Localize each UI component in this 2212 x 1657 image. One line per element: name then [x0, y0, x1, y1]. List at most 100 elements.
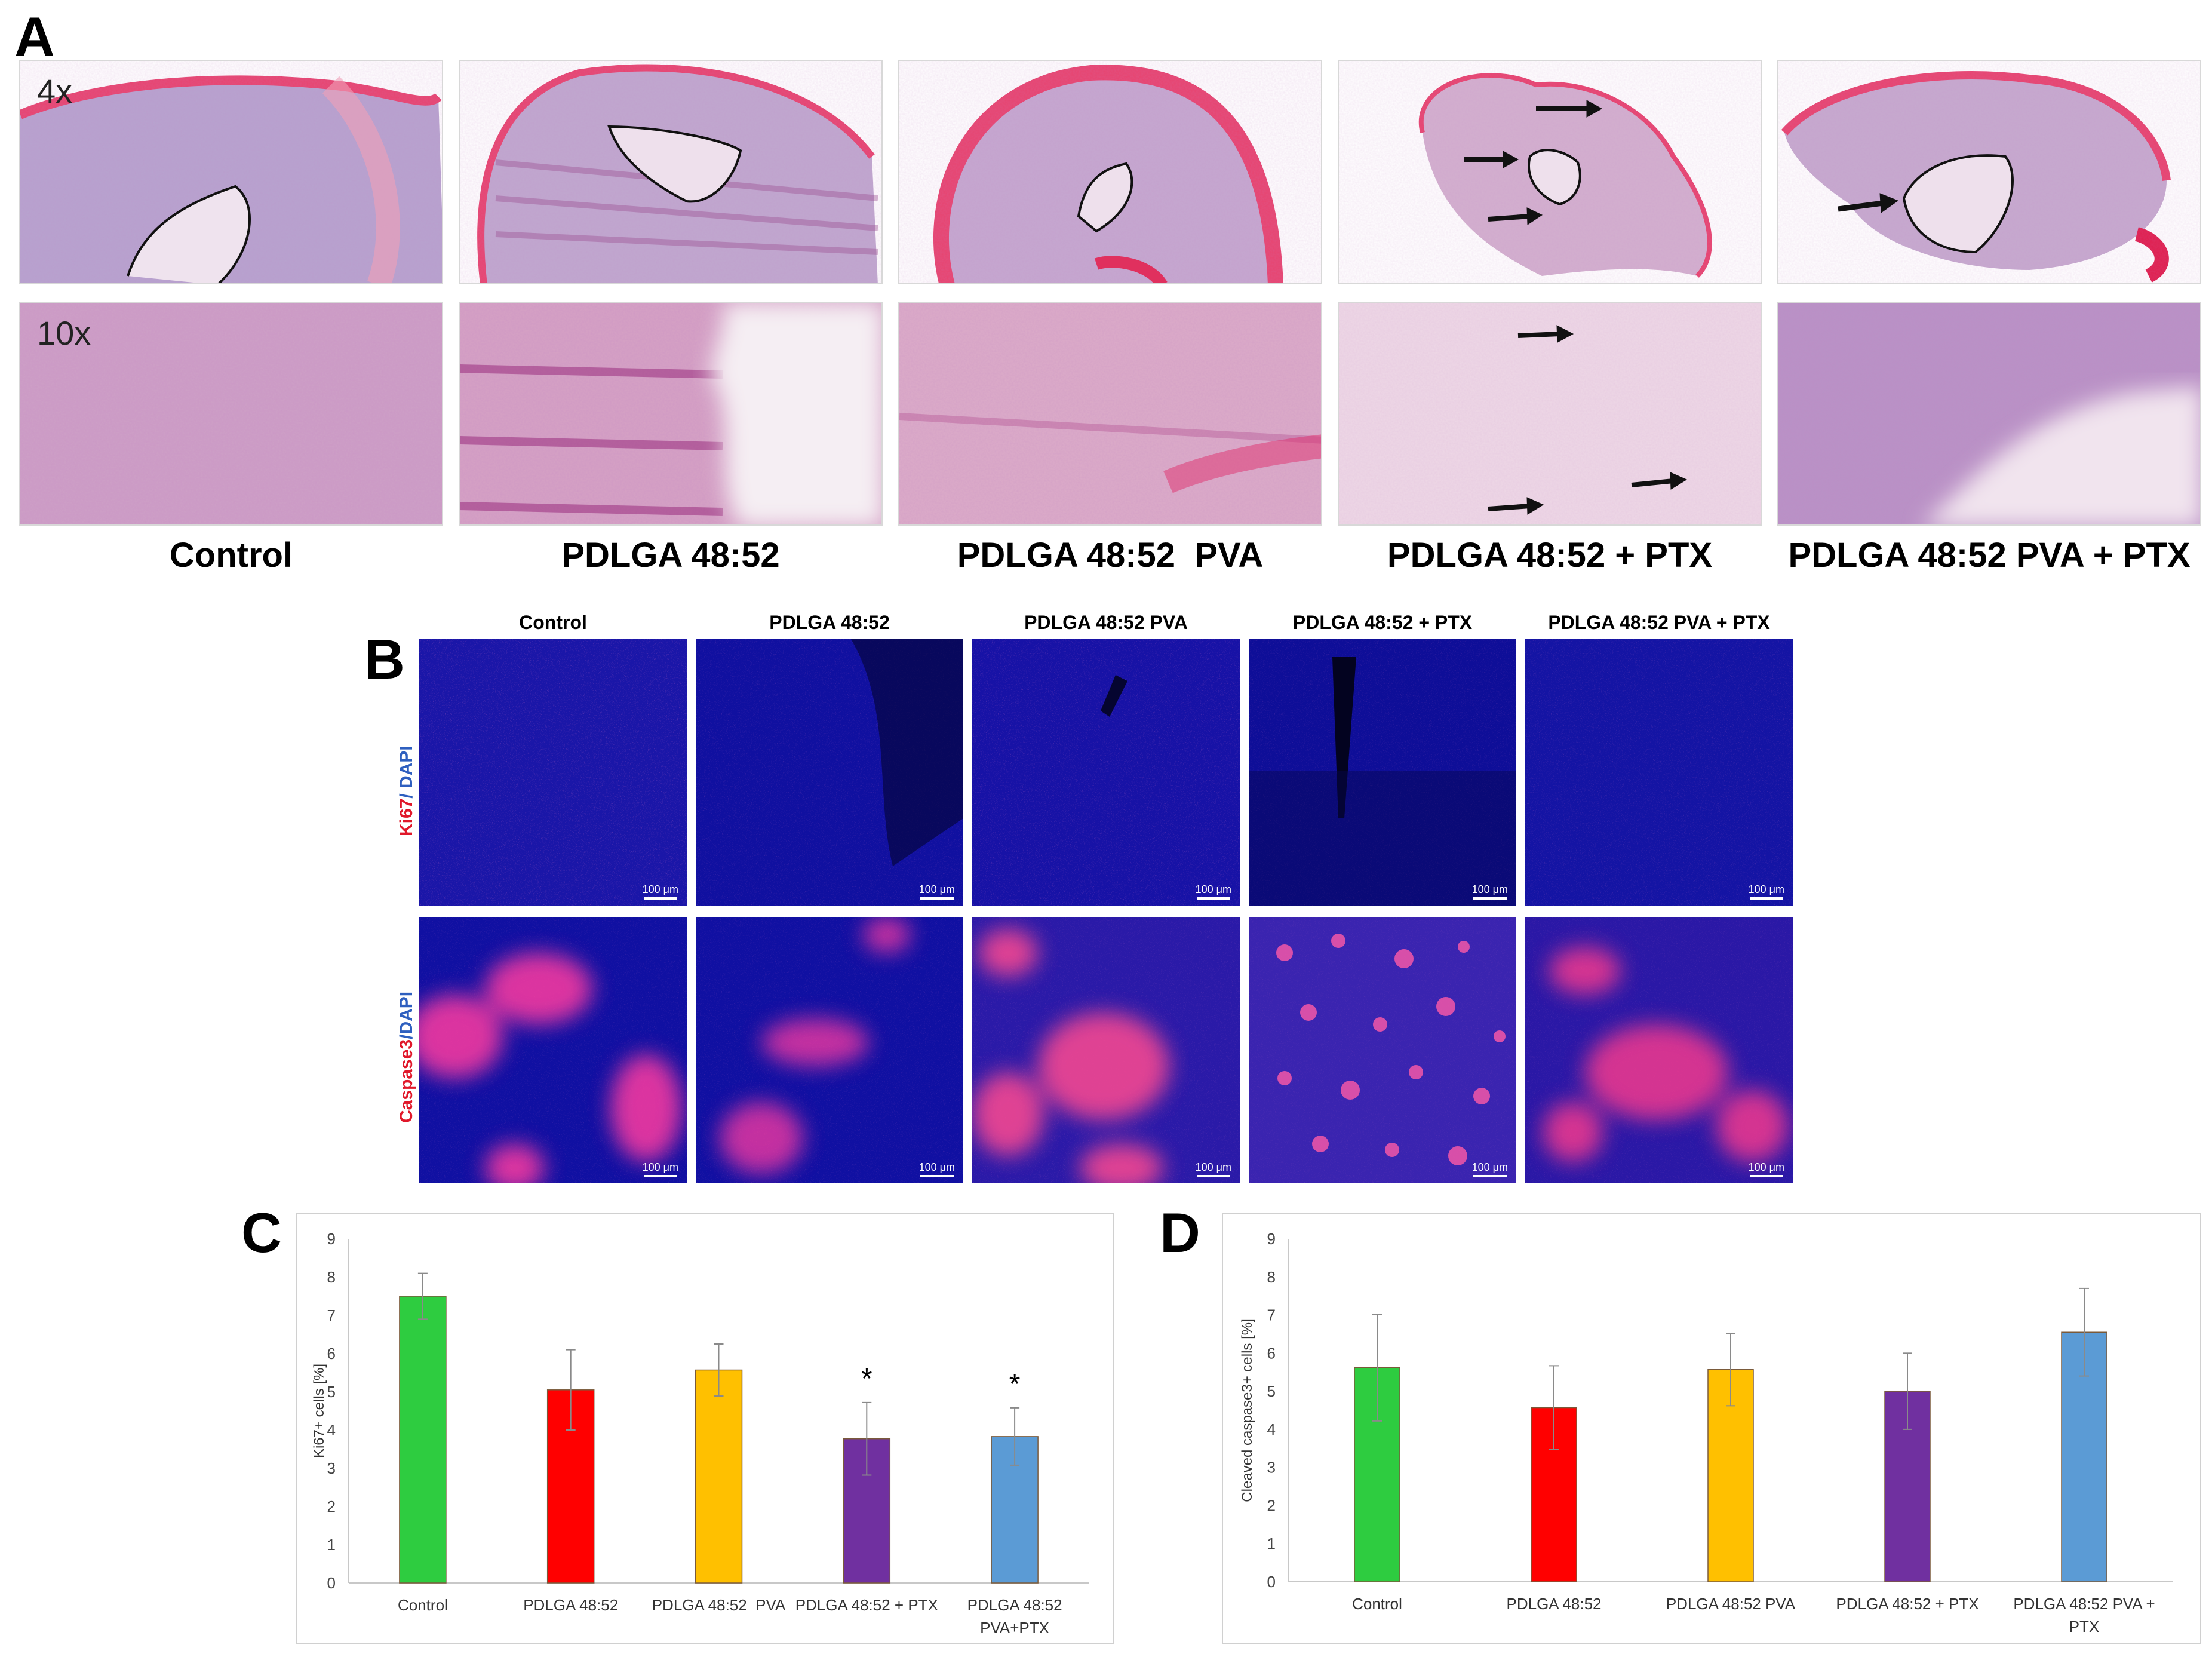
scale-bar-line	[643, 1175, 677, 1177]
he-4x-pdlga	[459, 60, 883, 284]
scale-bar-line	[1196, 1175, 1230, 1177]
x-tick-label: Control	[1352, 1595, 1402, 1613]
y-tick-label: 2	[327, 1498, 336, 1515]
column-label: PDLGA 48:52 PVA + PTX	[1548, 612, 1770, 633]
scale-label: 100 μm	[1195, 883, 1231, 895]
y-axis-label: Cleaved caspase3+ cells [%]	[1239, 1318, 1255, 1502]
x-tick-label: PDLGA 48:52	[967, 1596, 1062, 1614]
ki67-bar-chart: 0 1 2 3 4 5 6 7 8 9 Ki67+ cells [%] Control PDLGA 48…	[311, 1230, 1089, 1637]
scale-bar: 100 μm	[1749, 1161, 1784, 1177]
column-label: Control	[169, 536, 293, 575]
he-10x-pdlga-ptx	[1338, 302, 1762, 526]
tissue-section-image	[899, 303, 1321, 524]
tissue-section-image	[899, 61, 1321, 283]
chart-d-frame: 0 1 2 3 4 5 6 7 8 9 Cleaved caspase3+ cells [%] Con…	[1222, 1213, 2201, 1644]
tissue-section-image	[1339, 61, 1761, 283]
y-axis-label: Ki67+ cells [%]	[311, 1364, 327, 1458]
he-10x-pdlga-pva-ptx	[1777, 302, 2201, 526]
y-tick-label: 4	[327, 1421, 336, 1439]
caspase3-image-pdlga-pva: 100 μm	[972, 917, 1240, 1183]
scale-bar: 100 μm	[1196, 883, 1231, 900]
significance-marker: *	[1009, 1368, 1021, 1400]
x-tick-label: PDLGA 48:52 PVA	[652, 1596, 786, 1614]
bar	[695, 1369, 743, 1584]
ki67-image-pdlga: 100 μm	[696, 639, 963, 906]
scale-bar: 100 μm	[643, 883, 678, 900]
fluorescence-image	[972, 639, 1240, 906]
x-tick-label: PDLGA 48:52	[523, 1596, 618, 1614]
y-tick-label: 2	[1267, 1496, 1276, 1514]
fluorescence-image	[972, 917, 1240, 1183]
he-4x-pdlga-pva-ptx	[1777, 60, 2201, 284]
scale-label: 100 μm	[1471, 1161, 1508, 1173]
y-tick-label: 7	[1267, 1306, 1276, 1324]
ki67-image-pdlga-ptx: 100 μm	[1249, 639, 1516, 906]
he-4x-pdlga-pva	[898, 60, 1322, 284]
ki67-image-pdlga-pva-ptx: 100 μm	[1525, 639, 1793, 906]
caspase3-image-control: 100 μm	[419, 917, 687, 1183]
y-tick-label: 9	[327, 1230, 336, 1248]
fluorescence-image	[1525, 917, 1793, 1183]
tissue-section-image	[460, 61, 881, 283]
scale-label: 100 μm	[918, 883, 955, 895]
caspase3-image-pdlga: 100 μm	[696, 917, 963, 1183]
y-tick-label: 8	[327, 1268, 336, 1286]
tissue-section-image	[20, 61, 442, 283]
fluorescence-image	[1525, 639, 1793, 906]
scale-bar-line	[920, 897, 954, 900]
scale-bar: 100 μm	[1472, 1161, 1508, 1177]
y-tick-label: 5	[327, 1383, 336, 1401]
he-4x-pdlga-ptx	[1338, 60, 1762, 284]
x-tick-label: PDLGA 48:52	[1507, 1595, 1602, 1613]
ki67-image-pdlga-pva: 100 μm	[972, 639, 1240, 906]
scale-bar-line	[1196, 897, 1230, 900]
column-label: PDLGA 48:52 + PTX	[1387, 536, 1713, 575]
fluorescence-image	[1249, 639, 1516, 906]
y-tick-label: 5	[1267, 1382, 1276, 1400]
y-tick-label: 1	[1267, 1535, 1276, 1552]
tissue-section-image	[460, 303, 881, 524]
row-label-blue: / DAPI	[397, 745, 416, 799]
tissue-section-image	[1778, 61, 2200, 283]
column-label: Control	[519, 612, 587, 633]
x-tick-label: PDLGA 48:52 PVA	[1666, 1595, 1796, 1613]
scale-bar-line	[1473, 1175, 1507, 1177]
x-tick-label: Control	[398, 1596, 448, 1614]
row-label-caspase3: Caspase3/DAPI	[397, 992, 417, 1123]
scale-label: 100 μm	[642, 883, 678, 895]
column-label: PDLGA 48:52 + PTX	[1292, 612, 1473, 633]
y-tick-label: 9	[1267, 1230, 1276, 1248]
scale-label: 100 μm	[1748, 883, 1784, 895]
scale-bar-line	[1473, 897, 1507, 900]
fluorescence-image	[419, 639, 687, 906]
row-label-ki67: Ki67/ DAPI	[397, 745, 417, 836]
panel-letter-d: D	[1160, 1201, 1200, 1264]
fluorescence-image	[1249, 917, 1516, 1183]
scale-bar: 100 μm	[643, 1161, 678, 1177]
scale-bar: 100 μm	[1472, 883, 1508, 900]
magnification-label: 4x	[37, 72, 73, 110]
scale-bar-line	[643, 897, 677, 900]
column-label: PDLGA 48:52 PVA	[1024, 612, 1188, 633]
tissue-section-image	[1339, 303, 1761, 524]
tissue-section-image	[20, 303, 442, 524]
he-10x-pdlga	[459, 302, 883, 526]
y-tick-label: 6	[327, 1345, 336, 1363]
column-label: PDLGA 48:52 PVA	[957, 536, 1264, 575]
fluorescence-image	[419, 917, 687, 1183]
panel-letter-c: C	[241, 1201, 282, 1264]
caspase3-image-pdlga-pva-ptx: 100 μm	[1525, 917, 1793, 1183]
tissue-section-image	[1778, 303, 2200, 524]
x-tick-label: PTX	[2069, 1618, 2100, 1635]
ki67-image-control: 100 μm	[419, 639, 687, 906]
y-tick-label: 0	[1267, 1573, 1276, 1591]
scale-bar-line	[920, 1175, 954, 1177]
significance-marker: *	[861, 1363, 872, 1395]
panel-letter-b: B	[364, 628, 405, 691]
scale-label: 100 μm	[1748, 1161, 1784, 1173]
row-label-red: Caspase3	[397, 1039, 416, 1123]
caspase3-bar-chart: 0 1 2 3 4 5 6 7 8 9 Cleaved caspase3+ cells [%] Con…	[1239, 1230, 2173, 1635]
y-tick-label: 7	[327, 1306, 336, 1324]
fluorescence-image	[696, 639, 963, 906]
scale-bar: 100 μm	[1196, 1161, 1231, 1177]
